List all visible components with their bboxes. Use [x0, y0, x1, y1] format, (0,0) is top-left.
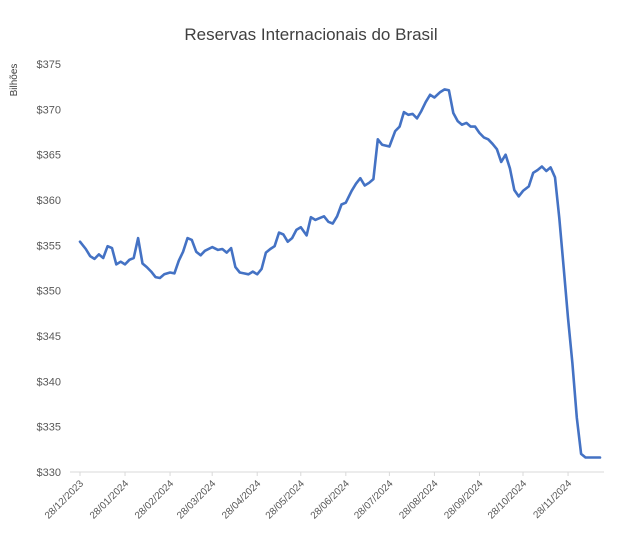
y-tick-label: $360	[37, 195, 61, 207]
y-axis-ticks: $375 $370 $365 $360 $355 $350 $345 $340 $335 $330	[37, 59, 61, 479]
chart-title: Reservas Internacionais do Brasil	[184, 25, 437, 44]
x-tick-label: 28/03/2024	[175, 478, 218, 521]
x-axis-ticks: 28/12/2023 28/01/2024 28/02/202428/03/2024…	[43, 472, 575, 522]
x-tick-label: 28/06/2024	[309, 478, 352, 521]
x-tick-label: 28/01/2024	[88, 478, 131, 521]
x-tick-label: 28/10/2024	[486, 478, 529, 521]
y-axis-label: Bilhões	[9, 64, 20, 97]
x-tick-label: 28/05/2024	[264, 478, 307, 521]
x-tick-label: 28/11/2024	[532, 478, 575, 521]
x-tick-label: 28/12/2023	[43, 478, 86, 521]
y-tick-label: $345	[37, 331, 61, 343]
y-tick-label: $335	[37, 422, 61, 434]
x-tick-label: 28/07/2024	[352, 478, 395, 521]
y-tick-label: $355	[37, 240, 61, 252]
y-tick-label: $340	[37, 376, 61, 388]
x-tick-label: 28/08/2024	[397, 478, 440, 521]
x-tick-label: 28/09/2024	[442, 478, 485, 521]
x-tick-label: 28/04/2024	[220, 478, 263, 521]
y-tick-label: $350	[37, 286, 61, 298]
series-line	[78, 88, 602, 459]
y-tick-label: $365	[37, 150, 61, 162]
y-tick-label: $370	[37, 104, 61, 116]
y-tick-label: $330	[37, 467, 61, 479]
y-tick-label: $375	[37, 59, 61, 71]
x-tick-label: 28/02/2024	[133, 478, 176, 521]
